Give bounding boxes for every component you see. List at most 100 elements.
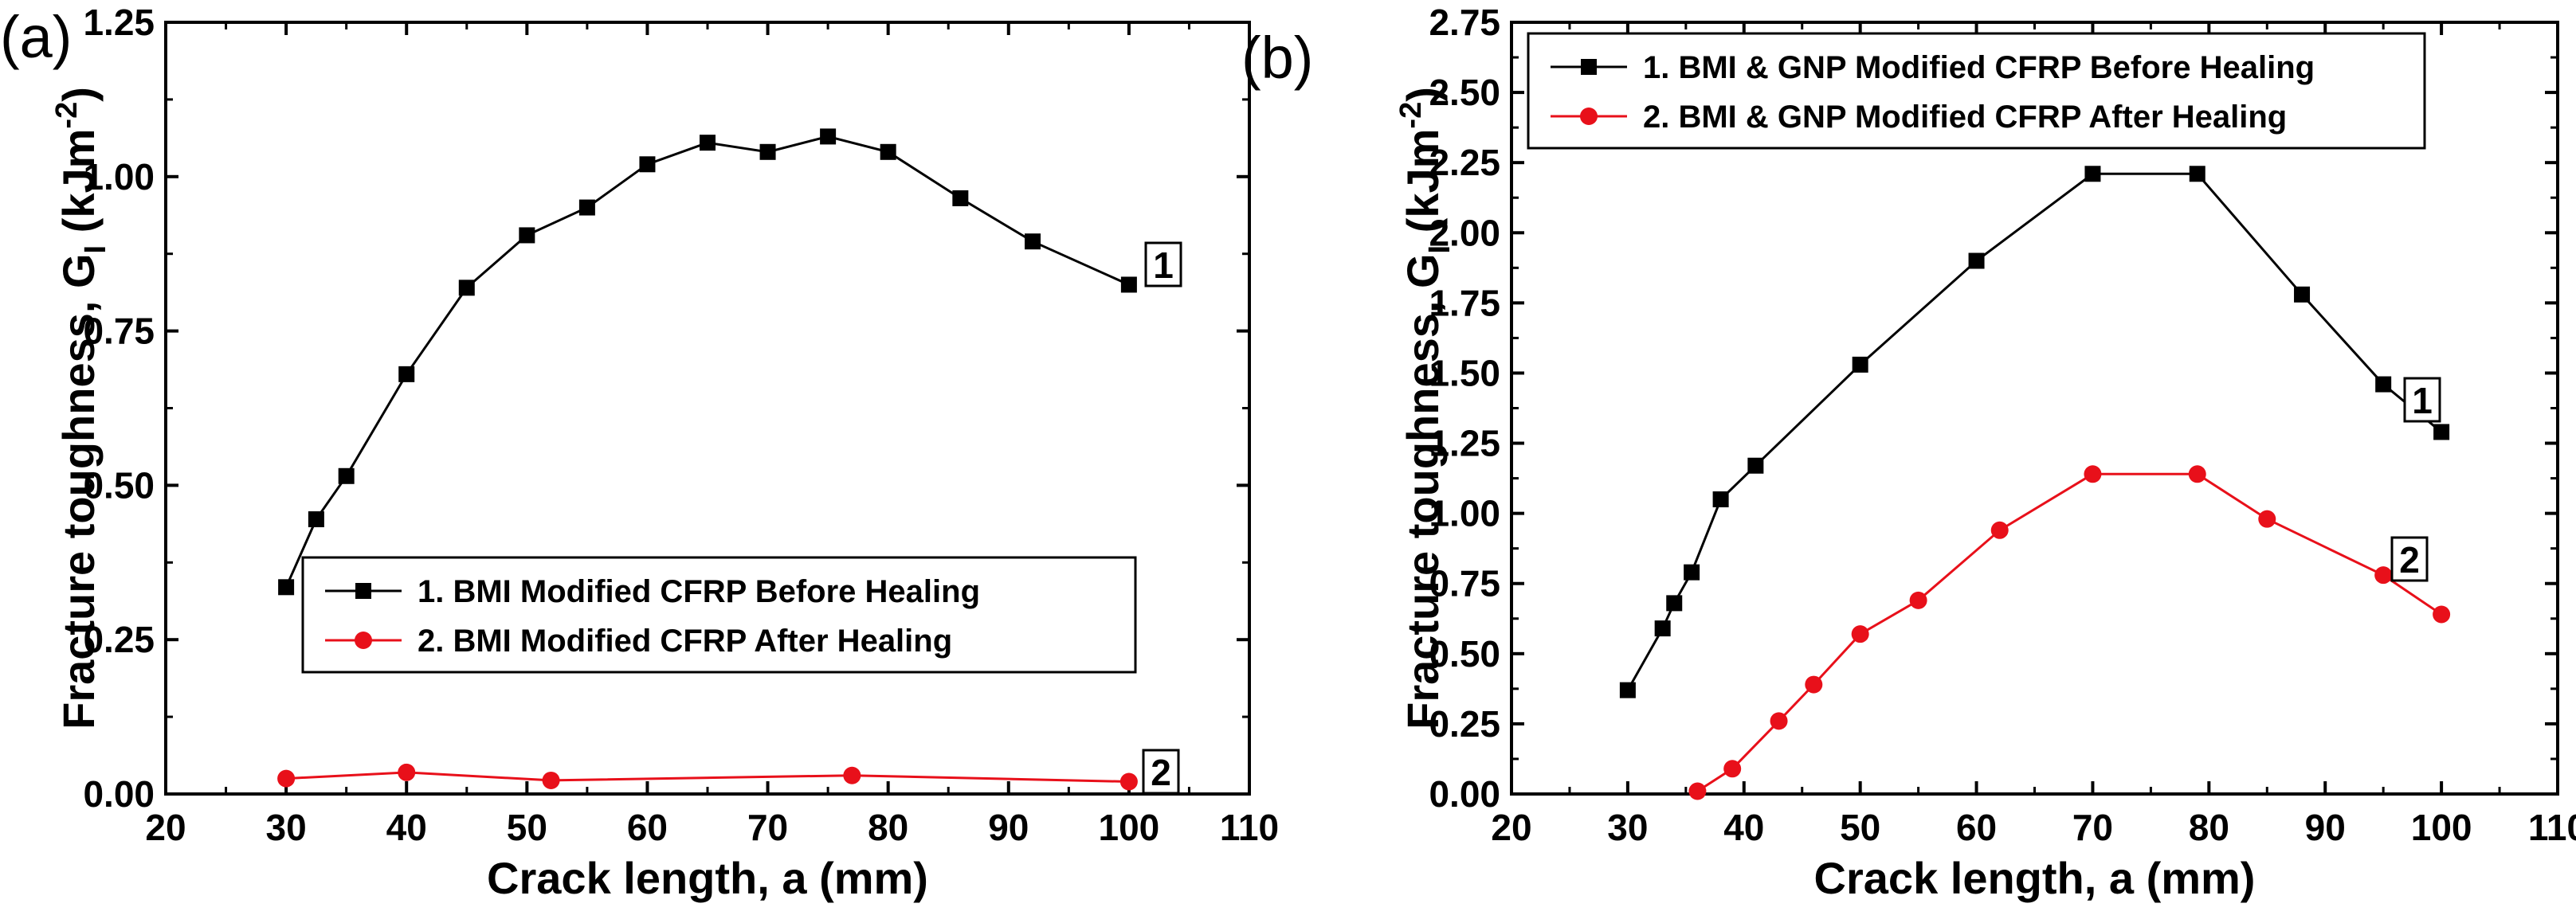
y-tick-label: 0.50 (1429, 633, 1500, 675)
y-tick-label: 1.00 (1429, 493, 1500, 534)
y-tick-label: 2.75 (1429, 2, 1500, 43)
x-tick-label: 20 (1491, 807, 1531, 848)
data-point (277, 769, 296, 788)
x-tick-label: 50 (507, 807, 547, 848)
x-tick-label: 20 (145, 807, 186, 848)
y-axis-label-unit-close: ) (1398, 87, 1448, 102)
data-point (759, 143, 776, 160)
series-1: 1 (1619, 166, 2450, 698)
data-point (578, 199, 595, 216)
y-axis-label-superscript: -2 (1394, 102, 1428, 129)
x-tick-label: 60 (627, 807, 668, 848)
x-tick-label: 40 (386, 807, 427, 848)
legend-entry-label: 1. BMI & GNP Modified CFRP Before Healin… (1643, 50, 2315, 85)
x-tick-label: 40 (1723, 807, 1764, 848)
legend-entry-label: 2. BMI & GNP Modified CFRP After Healing (1643, 100, 2287, 135)
series-annotation-label: 2 (1151, 752, 1171, 793)
y-axis-label-subscript: I (1423, 245, 1457, 254)
data-point (2375, 376, 2392, 393)
legend-marker (355, 583, 371, 599)
x-tick-label: 100 (1099, 807, 1160, 848)
data-point (398, 366, 415, 382)
y-tick-label: 2.50 (1429, 72, 1500, 113)
panel-label: (b) (1241, 25, 1313, 91)
series-annotation-label: 1 (2412, 380, 2433, 421)
x-tick-label: 100 (2411, 807, 2472, 848)
series-annotation-label: 2 (2399, 539, 2420, 581)
y-tick-label: 1.25 (83, 2, 155, 43)
legend: 1. BMI Modified CFRP Before Healing 2. BM… (301, 556, 1137, 674)
data-point (1619, 682, 1636, 698)
data-point (542, 771, 560, 789)
data-point (2084, 166, 2101, 182)
x-tick-label: 70 (2072, 807, 2113, 848)
x-tick-label: 90 (2305, 807, 2346, 848)
y-tick-label: 0.25 (83, 619, 155, 660)
y-tick-label: 2.25 (1429, 142, 1500, 183)
x-tick-label: 90 (988, 807, 1029, 848)
y-axis-label-main: Fracture toughness, G (1398, 253, 1448, 729)
data-point (700, 135, 716, 151)
x-tick-label: 80 (2189, 807, 2229, 848)
x-tick-label: 110 (1220, 807, 1279, 848)
data-point (1119, 772, 1138, 791)
y-tick-label: 1.00 (83, 156, 155, 198)
y-tick-label: 2.00 (1429, 212, 1500, 253)
y-tick-label: 1.75 (1429, 282, 1500, 323)
x-tick-label: 80 (868, 807, 908, 848)
data-point (308, 511, 324, 528)
legend: 1. BMI & GNP Modified CFRP Before Healin… (1527, 32, 2426, 150)
series-2: 2 (277, 749, 1180, 795)
data-point (2374, 566, 2393, 585)
data-point (1688, 782, 1707, 800)
panel-label: (a) (0, 4, 72, 70)
x-tick-label: 30 (266, 807, 307, 848)
data-point (2433, 424, 2450, 440)
y-axis-label-unit: (kJm (1398, 129, 1448, 245)
data-point (278, 579, 295, 596)
x-tick-label: 70 (747, 807, 788, 848)
y-tick-label: 0.75 (83, 311, 155, 352)
data-point (1909, 591, 1927, 609)
y-tick-label: 0.25 (1429, 703, 1500, 745)
x-tick-label: 30 (1607, 807, 1648, 848)
series-annotation-box (1144, 241, 1182, 287)
data-point (519, 227, 535, 244)
x-axis-label: Crack length, a (mm) (487, 853, 928, 903)
series-annotation-box (1142, 749, 1180, 795)
legend-marker (1580, 108, 1598, 125)
series-annotation-label: 1 (1153, 244, 1174, 286)
data-point (2084, 465, 2102, 483)
legend-marker (1581, 59, 1597, 75)
legend-box (301, 556, 1137, 674)
data-point (820, 128, 837, 145)
data-point (458, 280, 475, 296)
y-tick-label: 1.25 (1429, 423, 1500, 464)
data-point (1851, 625, 1869, 643)
data-point (1120, 276, 1137, 293)
series-line (1696, 472, 2442, 792)
y-axis-label-unit: (kJm (53, 129, 104, 245)
x-tick-label: 110 (2528, 807, 2576, 848)
legend-box (1527, 32, 2426, 150)
x-tick-label: 50 (1840, 807, 1880, 848)
legend-marker (355, 632, 372, 649)
data-point (1654, 620, 1671, 637)
data-point (1990, 521, 2009, 539)
data-point (1805, 675, 1823, 694)
data-point (398, 763, 416, 781)
y-tick-label: 0.00 (83, 773, 155, 815)
series-annotation-box (2403, 377, 2441, 423)
data-point (1968, 252, 1985, 269)
data-point (2258, 510, 2276, 528)
data-point (952, 190, 969, 206)
data-point (1684, 564, 1700, 581)
series-line (284, 135, 1130, 588)
data-point (2189, 166, 2205, 182)
y-axis-label-superscript: -2 (50, 102, 84, 129)
data-point (1712, 491, 1729, 508)
legend-entry-label: 2. BMI Modified CFRP After Healing (418, 624, 952, 659)
series-annotation-box (2390, 536, 2429, 582)
